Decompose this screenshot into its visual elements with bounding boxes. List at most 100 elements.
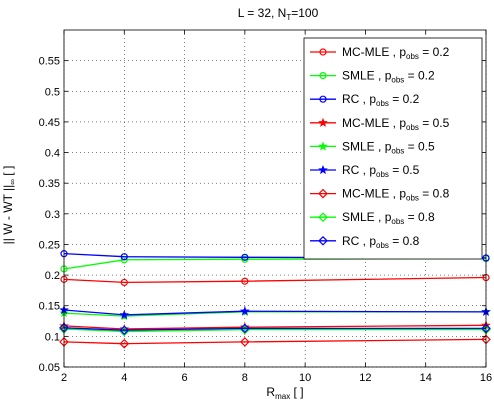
- legend-value: = 0.8: [419, 187, 450, 201]
- data-point: [120, 253, 128, 261]
- series-7: [59, 334, 491, 349]
- y-tick-label: 0.4: [45, 148, 60, 160]
- legend-label: RC , pobs = 0.8: [342, 234, 420, 250]
- legend-p-sub: obs: [376, 99, 389, 108]
- legend-label: SMLE , pobs = 0.5: [342, 139, 435, 155]
- data-point: [120, 278, 128, 287]
- y-tick-label: 0.05: [39, 362, 60, 374]
- legend-marker: [319, 48, 327, 56]
- x-tick-label: 2: [61, 372, 67, 384]
- y-tick-label: 0.15: [39, 301, 60, 313]
- legend-entry: SMLE , pobs = 0.5: [310, 139, 435, 155]
- legend-entry: RC , pobs = 0.2: [310, 92, 420, 108]
- legend-value: = 0.5: [404, 139, 435, 153]
- legend-entry: MC-MLE , pobs = 0.8: [310, 187, 450, 203]
- legend-p: p: [369, 163, 376, 177]
- legend-p: p: [369, 234, 376, 248]
- legend-p: p: [385, 139, 392, 153]
- legend-marker: [318, 188, 328, 199]
- data-point: [119, 338, 130, 349]
- legend-p: p: [385, 210, 392, 224]
- series-1: [60, 273, 490, 287]
- legend-value: = 0.2: [389, 92, 420, 106]
- y-tick-label: 0.3: [45, 209, 60, 221]
- y-axis-label-main: || W - WT ||: [1, 185, 15, 245]
- data-point: [240, 306, 250, 316]
- legend-p: p: [385, 69, 392, 83]
- legend-marker: [318, 235, 328, 246]
- legend-p-sub: obs: [376, 241, 389, 250]
- legend-p-sub: obs: [391, 146, 404, 155]
- legend-marker: [318, 117, 328, 127]
- legend-value: = 0.5: [419, 116, 450, 130]
- legend-p-sub: obs: [376, 170, 389, 179]
- y-axis-label: || W - WT ||∞ [ ]: [1, 166, 17, 245]
- series-line: [63, 327, 486, 331]
- data-point: [119, 309, 130, 319]
- legend-method: SMLE ,: [342, 69, 385, 83]
- x-axis-label-main: R: [266, 385, 275, 399]
- legend-p: p: [399, 116, 406, 130]
- legend-label: MC-MLE , pobs = 0.2: [342, 45, 450, 61]
- legend-p-sub: obs: [391, 217, 404, 226]
- plot-frame: [63, 29, 487, 368]
- data-point: [240, 337, 250, 347]
- legend-value: = 0.2: [404, 69, 435, 83]
- x-tick-label: 8: [242, 372, 248, 384]
- legend-box: [303, 37, 483, 260]
- legend-value: = 0.8: [389, 234, 420, 248]
- series-line: [63, 309, 487, 316]
- data-point: [119, 325, 130, 336]
- legend-label: MC-MLE , pobs = 0.5: [342, 116, 450, 132]
- legend-label: RC , pobs = 0.5: [342, 163, 420, 179]
- y-axis-label-sub: ∞: [8, 179, 17, 185]
- x-tick-label: 12: [359, 372, 371, 384]
- legend-marker: [318, 141, 328, 151]
- legend-label: MC-MLE , pobs = 0.8: [342, 187, 450, 203]
- series-line: [63, 338, 487, 345]
- legend-entry: RC , pobs = 0.8: [310, 234, 420, 250]
- legend-p-sub: obs: [406, 194, 419, 203]
- legend-label: SMLE , pobs = 0.2: [342, 69, 435, 85]
- chart-title-rest: =100: [291, 6, 318, 20]
- x-tick-label: 16: [480, 372, 492, 384]
- data-point: [241, 253, 249, 261]
- legend-method: SMLE ,: [342, 210, 385, 224]
- legend-entry: MC-MLE , pobs = 0.2: [310, 45, 450, 61]
- legend-p-sub: obs: [391, 76, 404, 85]
- chart-title-sub: T: [286, 13, 291, 22]
- x-axis-label-rest: [ ]: [290, 385, 303, 399]
- y-tick-label: 0.5: [45, 86, 60, 98]
- legend-p-sub: obs: [406, 52, 419, 61]
- legend-value: = 0.5: [389, 163, 420, 177]
- x-tick-label: 14: [420, 372, 432, 384]
- series-line: [63, 328, 486, 333]
- axis-ticks: 2 4 6 8 10 12 14 16 0.05 0.1 0.15 0.2 0.25 0.3 0.35 0.4…: [39, 30, 492, 384]
- legend-entry: SMLE , pobs = 0.2: [310, 69, 435, 85]
- legend-p: p: [399, 45, 406, 59]
- legend-marker: [318, 164, 328, 175]
- y-tick-label: 0.2: [45, 270, 60, 282]
- chart-title-main: L = 32, N: [238, 6, 287, 20]
- legend-entry: SMLE , pobs = 0.8: [310, 210, 435, 226]
- y-axis-label-rest: [ ]: [1, 166, 15, 179]
- x-axis-label: Rmax [ ]: [266, 385, 303, 401]
- x-tick-label: 6: [182, 372, 188, 384]
- x-tick-label: 10: [299, 372, 311, 384]
- legend-method: RC ,: [342, 92, 369, 106]
- legend-p: p: [399, 187, 406, 201]
- legend-value: = 0.8: [404, 210, 435, 224]
- series-line: [63, 276, 487, 284]
- y-tick-label: 0.35: [39, 178, 60, 190]
- legend-method: RC ,: [342, 163, 369, 177]
- legend-method: MC-MLE ,: [342, 116, 399, 130]
- legend-method: RC ,: [342, 234, 369, 248]
- legend-label: RC , pobs = 0.2: [342, 92, 420, 108]
- legend-marker: [318, 212, 328, 223]
- legend-p: p: [369, 92, 376, 106]
- legend-p-sub: obs: [406, 123, 419, 132]
- legend-marker: [319, 71, 327, 80]
- y-tick-label: 0.1: [45, 331, 60, 343]
